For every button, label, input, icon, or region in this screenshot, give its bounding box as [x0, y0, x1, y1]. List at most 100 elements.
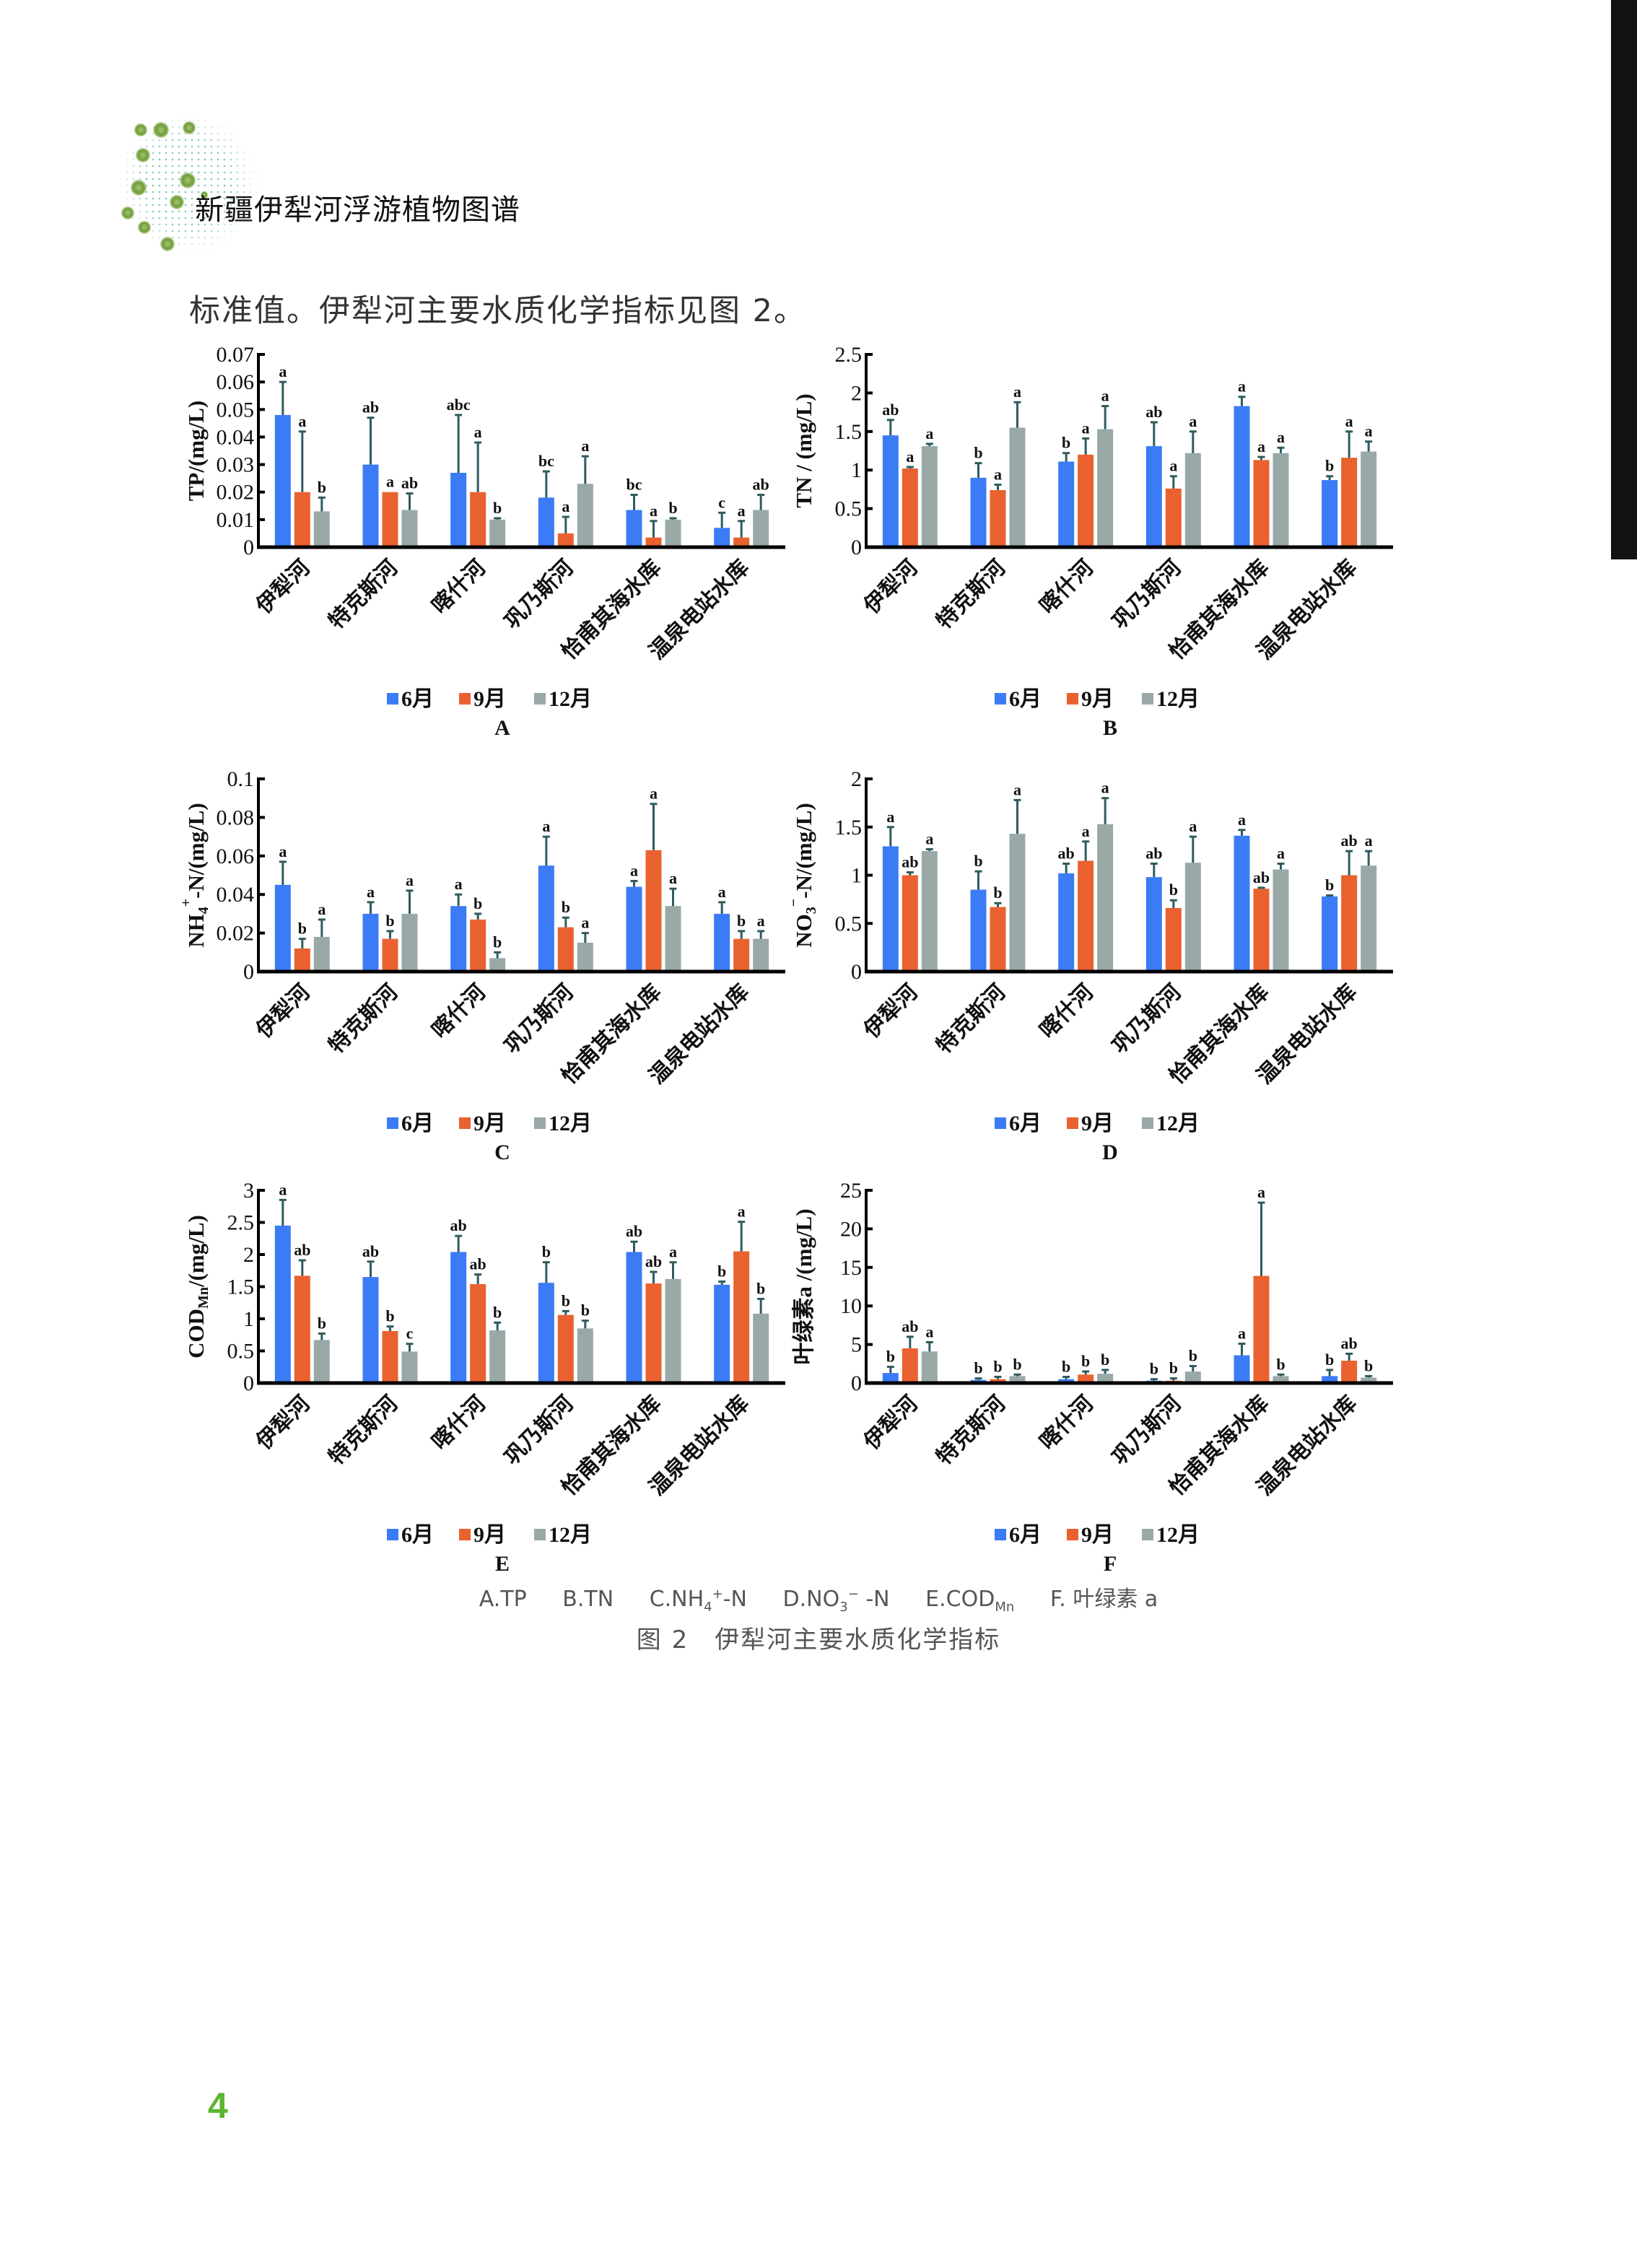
bar	[970, 889, 987, 972]
caption-panel-f: F. 叶绿素 a	[1050, 1587, 1158, 1612]
significance-letter: a	[581, 914, 589, 932]
caption-panel-b: B.TN	[562, 1587, 614, 1612]
y-tick-label: 0	[851, 960, 862, 984]
y-tick-label: 0.02	[217, 481, 255, 505]
category-label: 喀什河	[427, 1392, 490, 1454]
significance-letter: b	[1325, 457, 1334, 475]
category-label: 特克斯河	[932, 1392, 1010, 1470]
y-axis-label-part: 4	[196, 907, 211, 914]
bar	[362, 1277, 379, 1383]
significance-letter: b	[993, 884, 1002, 902]
significance-letter: c	[406, 1325, 414, 1343]
significance-letter: b	[1150, 1360, 1158, 1378]
legend-label: 6月	[401, 687, 434, 711]
y-tick-label: 0.04	[217, 883, 255, 907]
significance-letter: ab	[753, 476, 769, 494]
significance-letter: a	[318, 900, 326, 918]
significance-letter: ab	[645, 1252, 662, 1270]
bar	[645, 1283, 662, 1383]
bar	[1165, 907, 1182, 972]
significance-letter: a	[1101, 779, 1109, 797]
significance-letter: ab	[1145, 403, 1162, 421]
bar	[577, 942, 593, 972]
bar	[882, 435, 899, 547]
bar	[733, 537, 750, 547]
category-label: 特克斯河	[324, 1392, 402, 1470]
significance-letter: a	[562, 497, 569, 515]
caption-text: E.COD	[925, 1587, 995, 1612]
significance-letter: a	[1365, 422, 1373, 440]
significance-letter: b	[886, 1348, 895, 1366]
bar	[557, 533, 574, 547]
significance-letter: ab	[294, 1241, 310, 1259]
y-tick-label: 0.07	[217, 343, 255, 367]
y-tick-label: 0.06	[217, 370, 255, 394]
bar	[1322, 1376, 1338, 1383]
panel-letter: F	[1104, 1552, 1117, 1576]
category-label: 巩乃斯河	[500, 1392, 578, 1470]
category-label: 伊犁河	[251, 1392, 315, 1455]
y-axis-label-part: NH	[183, 914, 209, 948]
significance-letter: b	[737, 912, 746, 930]
book-title: 新疆伊犁河浮游植物图谱	[195, 193, 520, 227]
significance-letter: b	[493, 933, 502, 951]
y-tick-label: 0.01	[217, 508, 255, 532]
bar	[1234, 406, 1250, 547]
caption-text: A.TP	[479, 1587, 527, 1612]
y-tick-label: 0.05	[217, 398, 255, 422]
caption-text: C.NH	[649, 1587, 704, 1612]
caption-panel-d: D.NO3− -N	[783, 1587, 890, 1615]
legend-swatch	[1142, 1117, 1153, 1129]
figure-panel-legend: A.TP B.TN C.NH4+-N D.NO3− -N E.CODMn F. …	[0, 1581, 1637, 1615]
significance-letter: a	[1257, 437, 1265, 455]
significance-letter: b	[562, 898, 570, 916]
caption-text: -N	[858, 1587, 890, 1612]
category-label: 喀什河	[427, 556, 490, 619]
chart-panel-e: aabb伊犁河abbc特克斯河ababb喀什河bbb巩乃斯河ababa恰甫其海水…	[183, 1179, 785, 1576]
category-label: 喀什河	[427, 980, 490, 1043]
significance-letter: b	[473, 894, 482, 912]
y-tick-label: 0.08	[217, 806, 255, 829]
legend-swatch	[534, 1529, 546, 1540]
bar	[921, 851, 938, 972]
legend-swatch	[1142, 693, 1153, 705]
significance-letter: a	[757, 912, 765, 930]
significance-letter: ab	[902, 852, 918, 871]
y-tick-label: 0.5	[835, 912, 863, 935]
category-label: 伊犁河	[859, 1392, 922, 1455]
y-axis-label: NH4​+​-N/(mg/L)	[178, 803, 211, 948]
bar	[714, 1284, 730, 1383]
significance-letter: b	[974, 444, 982, 462]
significance-letter: b	[1325, 1351, 1334, 1369]
bar	[450, 906, 467, 972]
significance-letter: b	[318, 478, 326, 496]
significance-letter: b	[385, 912, 394, 930]
legend-swatch	[534, 693, 546, 705]
bar	[970, 477, 987, 547]
significance-letter: ab	[362, 398, 379, 416]
significance-letter: b	[668, 499, 677, 517]
bar	[401, 510, 418, 547]
y-tick-label: 10	[840, 1294, 862, 1318]
figure-caption: 图 2 伊犁河主要水质化学指标	[636, 1626, 1001, 1654]
bar	[1009, 1376, 1026, 1383]
significance-letter: b	[1325, 876, 1334, 894]
caption-panel-c: C.NH4+-N	[649, 1587, 747, 1615]
bar	[733, 1251, 750, 1383]
y-axis-label-part: 叶绿素a /(mg/L)	[791, 1208, 816, 1364]
category-label: 伊犁河	[251, 556, 315, 619]
bar	[577, 1328, 593, 1383]
bar	[1253, 1275, 1270, 1383]
bar	[1184, 1371, 1201, 1383]
bar	[1322, 480, 1338, 547]
page-number: 4	[208, 2085, 228, 2126]
bar	[1361, 1377, 1377, 1383]
caption-sup: +	[712, 1587, 723, 1602]
bar	[1145, 877, 1162, 972]
significance-letter: a	[738, 1203, 746, 1221]
panel-letter: D	[1102, 1140, 1118, 1164]
significance-letter: a	[279, 362, 287, 380]
y-axis-label-part: -N/(mg/L)	[183, 803, 209, 899]
